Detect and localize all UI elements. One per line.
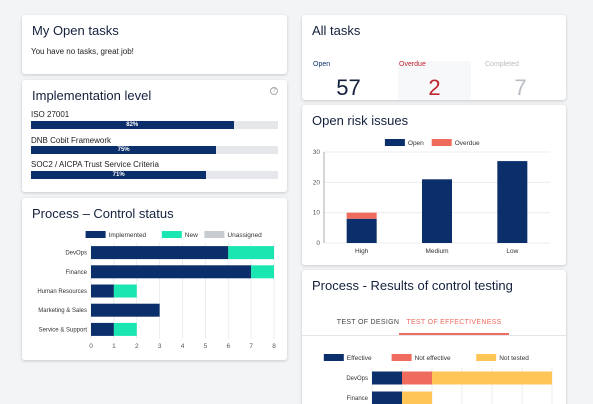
- open-tasks-card: My Open tasks You have no tasks, great j…: [22, 15, 287, 74]
- stat-overdue-label: Overdue: [399, 61, 426, 68]
- legend-label-implemented: Implemented: [109, 232, 147, 239]
- risk-title: Open risk issues: [312, 113, 409, 128]
- legend-label-open: Open: [408, 140, 424, 147]
- stat-overdue-value: 2: [428, 75, 441, 100]
- impl-fill-iso: 82%: [31, 121, 234, 129]
- impl-label-iso: ISO 27001: [31, 110, 70, 119]
- control-status-title: Process – Control status: [32, 206, 174, 221]
- bar-high-overdue: [346, 212, 377, 219]
- legend-swatch-new: [161, 231, 182, 238]
- bar-finance-not-tested: [402, 391, 432, 404]
- impl-label-dnb: DNB Cobit Framework: [31, 136, 112, 145]
- x-tick-label: 4: [181, 343, 185, 350]
- stat-completed[interactable]: Completed 7: [484, 61, 557, 100]
- x-tick-label: 1: [112, 343, 116, 350]
- bar-devops-not-effective: [402, 371, 432, 385]
- legend-swatch-unassigned: [204, 231, 225, 238]
- tab-test-of-effectiveness[interactable]: TEST OF EFFECTIVENESS: [399, 310, 509, 335]
- x-tick-label: 6: [226, 343, 230, 350]
- category-label-finance: Finance: [66, 270, 88, 276]
- open-tasks-title: My Open tasks: [32, 23, 119, 38]
- bar-devops-not-tested: [432, 371, 552, 385]
- bar-high-open: [346, 218, 377, 243]
- category-label-medium: Medium: [425, 248, 448, 255]
- category-label-devops: DevOps: [346, 376, 368, 382]
- bar-service-support-new: [113, 322, 137, 336]
- category-label-finance: Finance: [347, 396, 369, 402]
- category-label-service-support: Service & Support: [39, 327, 88, 333]
- testing-chart: Effective Not effective Not tested DevOps Fi…: [323, 354, 553, 404]
- impl-bar-dnb: 75%: [31, 146, 278, 154]
- x-tick-label: 3: [158, 343, 162, 350]
- stat-open-label: Open: [313, 61, 331, 68]
- stat-completed-value: 7: [514, 75, 527, 100]
- bar-marketing-sales-implemented: [91, 303, 160, 317]
- legend-swatch-overdue: [431, 139, 452, 146]
- category-label-devops: DevOps: [65, 251, 87, 257]
- y-tick-label: 30: [313, 149, 321, 156]
- testing-tabs: TEST OF DESIGN TEST OF EFFECTIVENESS: [302, 310, 566, 336]
- legend-swatch-implemented: [85, 231, 106, 238]
- stat-open[interactable]: Open 57: [312, 61, 385, 100]
- y-tick-label: 20: [313, 179, 321, 186]
- x-tick-label: 7: [249, 343, 253, 350]
- all-tasks-card: All tasks Open 57 Overdue 2 Completed 7: [302, 15, 566, 100]
- impl-bar-soc2: 71%: [31, 171, 278, 179]
- stat-open-value: 57: [336, 75, 361, 100]
- legend-swatch-open: [384, 139, 405, 146]
- implementation-title: Implementation level: [32, 88, 152, 103]
- bar-human-resources-implemented: [91, 284, 114, 298]
- control-status-chart: Implemented New Unassigned 0 1 2 3 4 5 6 7 8 DevOps F…: [37, 231, 276, 350]
- impl-pct-iso: 82%: [126, 122, 139, 128]
- bar-devops-implemented: [91, 246, 229, 260]
- stat-completed-label: Completed: [485, 61, 519, 68]
- x-tick-label: 0: [89, 343, 93, 350]
- impl-pct-soc2: 71%: [112, 172, 125, 178]
- x-tick-label: 2: [135, 343, 139, 350]
- control-status-card: Process – Control status Implemented New U…: [22, 198, 287, 360]
- bar-finance-implemented: [91, 265, 252, 279]
- impl-pct-dnb: 75%: [117, 147, 130, 153]
- bar-low-open: [497, 161, 528, 243]
- open-tasks-message: You have no tasks, great job!: [31, 47, 134, 56]
- category-label-high: High: [355, 248, 369, 255]
- bar-finance-new: [251, 265, 274, 279]
- legend-swatch-not-effective: [391, 354, 412, 361]
- category-label-human-resources: Human Resources: [37, 289, 87, 295]
- category-label-marketing-sales: Marketing & Sales: [38, 308, 87, 314]
- legend-label-overdue: Overdue: [455, 140, 480, 147]
- all-tasks-title: All tasks: [312, 23, 361, 38]
- legend-label-not-effective: Not effective: [415, 355, 451, 362]
- bar-human-resources-new: [113, 284, 137, 298]
- y-tick-label: 0: [316, 240, 320, 247]
- impl-fill-dnb: 75%: [31, 146, 217, 154]
- impl-label-soc2: SOC2 / AICPA Trust Service Criteria: [31, 160, 159, 169]
- bar-service-support-implemented: [91, 322, 114, 336]
- impl-fill-soc2: 71%: [31, 171, 207, 179]
- risk-chart: Open Overdue 0 10 20 30 High Medium Low: [313, 139, 550, 255]
- bar-medium-open: [422, 179, 452, 243]
- x-tick-label: 8: [272, 343, 276, 350]
- x-tick-label: 5: [204, 343, 208, 350]
- testing-card: Process - Results of control testing TES…: [302, 270, 566, 404]
- legend-swatch-effective: [323, 354, 344, 361]
- stat-overdue[interactable]: Overdue 2: [398, 61, 471, 100]
- tab-test-of-design[interactable]: TEST OF DESIGN: [336, 319, 400, 326]
- implementation-card: Implementation level ? ISO 27001 82% DNB…: [22, 80, 287, 192]
- bar-devops-new: [228, 246, 274, 260]
- impl-bar-iso: 82%: [31, 121, 278, 129]
- bar-finance-effective: [372, 391, 402, 404]
- bar-devops-effective: [372, 371, 402, 385]
- legend-label-effective: Effective: [347, 355, 372, 362]
- legend-label-new: New: [185, 232, 198, 239]
- category-label-low: Low: [506, 248, 518, 255]
- testing-title: Process - Results of control testing: [312, 278, 513, 293]
- legend-label-not-tested: Not tested: [499, 355, 529, 362]
- risk-card: Open risk issues Open Overdue 0 10 20 30 High M…: [302, 105, 566, 265]
- legend-label-unassigned: Unassigned: [227, 232, 262, 239]
- question-circle-icon[interactable]: ?: [270, 87, 278, 95]
- legend-swatch-not-tested: [476, 354, 497, 361]
- y-tick-label: 10: [313, 210, 321, 217]
